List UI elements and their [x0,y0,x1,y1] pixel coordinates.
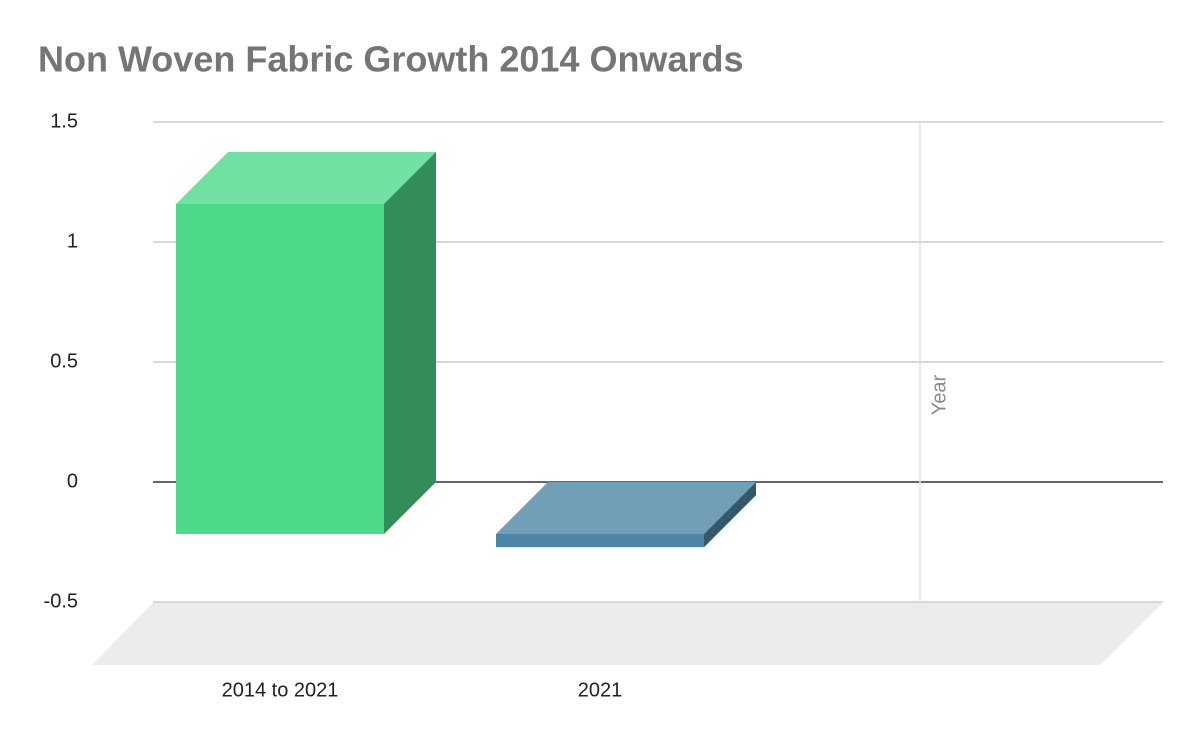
x-tick-label: 2021 [578,679,623,701]
floor [92,603,1163,665]
y-tick-label: 0.5 [50,350,78,372]
annotation: Year [928,374,950,415]
y-tick-label: 0 [67,470,78,492]
bar [176,204,384,534]
bar-side [384,152,436,534]
bar-side [704,482,756,548]
y-tick-label: 1 [67,230,78,252]
chart-title: Non Woven Fabric Growth 2014 Onwards [38,39,743,80]
bar [496,534,704,548]
bar-top [176,152,436,204]
y-tick-label: -0.5 [44,590,78,612]
y-tick-label: 1.5 [50,110,78,132]
bar-top [496,482,756,534]
x-tick-label: 2014 to 2021 [222,679,339,701]
